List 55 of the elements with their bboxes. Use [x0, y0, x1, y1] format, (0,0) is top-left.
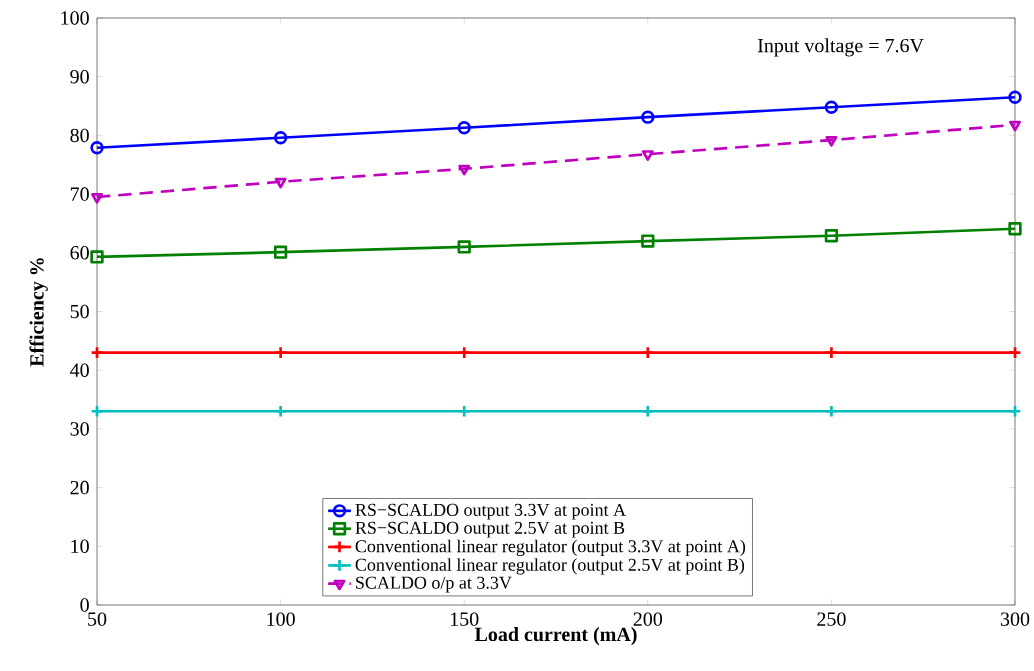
point [273, 345, 288, 360]
annotation: Input voltage = 7.6V [757, 38, 924, 57]
point [457, 404, 471, 418]
point [90, 250, 104, 264]
y-tick-label: 100 [61, 11, 89, 25]
point [90, 345, 104, 360]
point [90, 404, 104, 418]
point [1009, 120, 1021, 132]
y-tick-label: 0 [80, 598, 89, 612]
y-tick-label: 20 [70, 480, 89, 495]
point [457, 240, 471, 254]
legend-label: RS−SCALDO output 3.3V at point A [355, 503, 626, 520]
x-tick-label: 200 [633, 612, 663, 626]
point [824, 404, 839, 418]
point [1008, 90, 1022, 104]
point [824, 229, 839, 243]
x-axis-title: Load current (mA) [474, 627, 637, 646]
point [824, 100, 839, 114]
point [825, 136, 838, 147]
y-tick-label: 50 [70, 304, 89, 319]
point [273, 245, 288, 259]
x-tick-label: 100 [267, 612, 295, 626]
point [641, 345, 655, 360]
y-tick-label: 90 [70, 69, 89, 84]
point [458, 164, 471, 176]
point [273, 404, 288, 418]
x-tick-label: 150 [450, 612, 479, 626]
y-tick-label: 30 [70, 422, 89, 436]
x-tick-label: 250 [817, 612, 846, 626]
point [1008, 404, 1022, 418]
point [273, 131, 288, 145]
x-tick-label: 50 [88, 612, 107, 626]
point [274, 177, 287, 189]
point [1008, 222, 1022, 236]
point [457, 121, 471, 135]
legend-label: Conventional linear regulator (output 3.3V at point A) [355, 539, 746, 557]
legend-label: RS−SCALDO output 2.5V at point B [355, 521, 625, 538]
legend-label: Conventional linear regulator (output 2.5V at point B) [355, 558, 745, 575]
point [641, 110, 655, 124]
legend-label: SCALDO o/p at 3.3V [356, 576, 512, 593]
point [1008, 345, 1022, 360]
y-axis-title: Efficiency % [29, 258, 48, 367]
point [90, 141, 104, 155]
point [641, 150, 654, 161]
y-tick-label: 80 [70, 128, 89, 143]
y-tick-label: 70 [70, 187, 89, 201]
point [91, 193, 103, 204]
y-tick-label: 60 [70, 246, 89, 260]
point [824, 345, 839, 360]
point [641, 404, 655, 418]
y-tick-label: 10 [71, 539, 89, 554]
x-tick-label: 300 [1000, 612, 1030, 626]
point [457, 345, 471, 360]
point [641, 234, 655, 248]
y-tick-label: 40 [70, 363, 89, 377]
